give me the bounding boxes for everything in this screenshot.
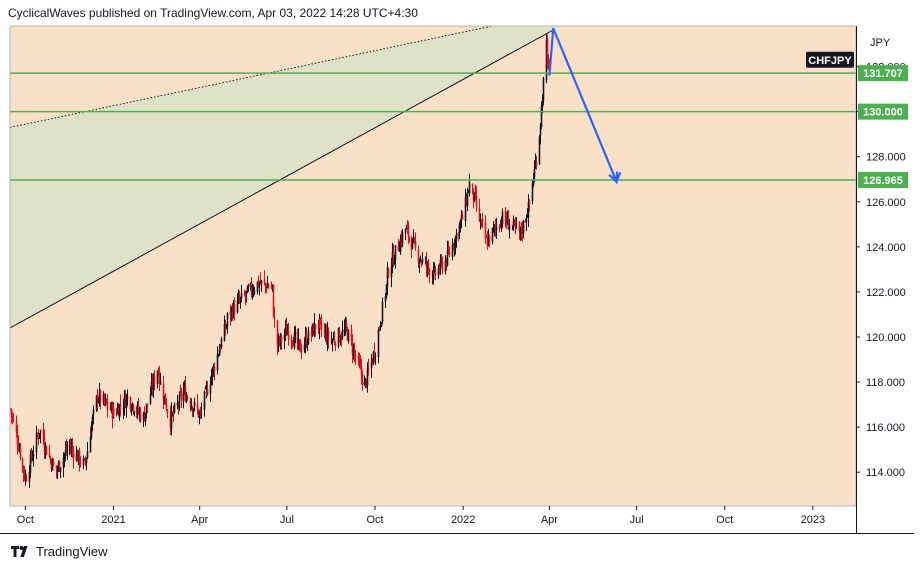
x-tick-label: Oct bbox=[17, 514, 34, 526]
scale-label: JPY bbox=[870, 37, 891, 49]
y-tick-label: 122.000 bbox=[866, 287, 906, 299]
x-tick-label: 2021 bbox=[101, 514, 125, 526]
y-tick-label: 118.000 bbox=[866, 377, 905, 389]
symbol-tag-label: CHFJPY bbox=[808, 55, 852, 67]
y-tick-label: 116.000 bbox=[866, 422, 905, 434]
lower-trendline bbox=[10, 30, 553, 329]
level-price-tag bbox=[858, 172, 908, 189]
publisher-header: CyclicalWaves published on TradingView.c… bbox=[8, 6, 418, 20]
x-tick-label: Oct bbox=[366, 514, 383, 526]
x-tick-label: 2023 bbox=[801, 514, 825, 526]
x-tick-label: 2022 bbox=[451, 514, 475, 526]
upper-trendline bbox=[10, 26, 495, 128]
plot-area bbox=[10, 26, 856, 489]
x-tick-label: Apr bbox=[191, 514, 208, 526]
projection-arrow bbox=[548, 27, 622, 185]
level-price-label: 126.965 bbox=[863, 175, 903, 187]
tradingview-brand: TradingView bbox=[36, 543, 108, 559]
level-price-tag bbox=[858, 103, 908, 120]
x-tick-label: Apr bbox=[541, 514, 558, 526]
y-tick-label: 124.000 bbox=[866, 242, 906, 254]
y-tick-label: 114.000 bbox=[866, 467, 905, 479]
level-price-label: 130.000 bbox=[863, 107, 903, 119]
x-tick-label: Oct bbox=[716, 514, 733, 526]
y-tick-label: 126.000 bbox=[866, 197, 906, 209]
projection-arrowhead bbox=[608, 171, 619, 184]
x-tick-label: Jul bbox=[280, 514, 294, 526]
level-price-tag bbox=[858, 65, 908, 82]
y-tick-label: 120.000 bbox=[866, 332, 906, 344]
level-price-label: 131.707 bbox=[863, 68, 903, 80]
tradingview-footer[interactable]: TradingView bbox=[10, 542, 108, 560]
tradingview-logo-icon bbox=[11, 546, 28, 557]
y-tick-label: 128.000 bbox=[866, 152, 906, 164]
symbol-tag bbox=[806, 51, 854, 68]
x-tick-label: Jul bbox=[630, 514, 644, 526]
